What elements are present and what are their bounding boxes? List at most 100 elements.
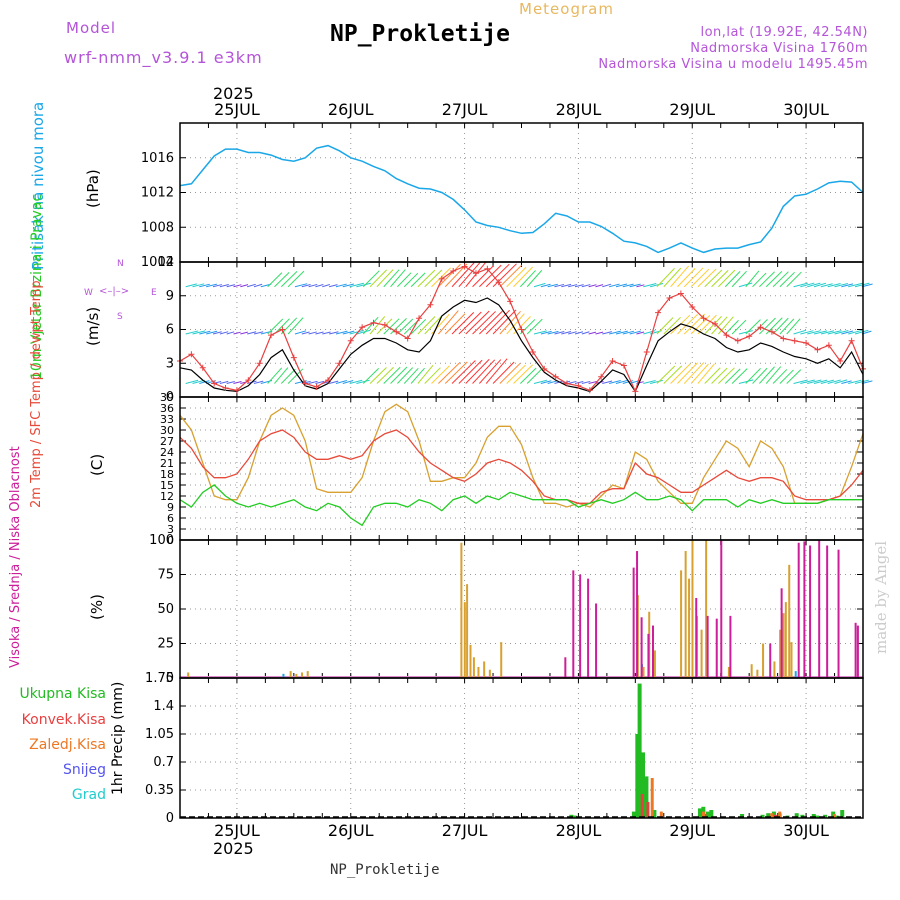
wind-arrow — [650, 379, 663, 384]
wind-arrow — [506, 266, 527, 288]
wind-arrow — [848, 329, 863, 335]
y-tick-label: 0 — [167, 534, 174, 547]
wind-arrow — [800, 282, 815, 288]
wind-arrow — [308, 380, 318, 384]
day-label-bottom: 25JUL — [214, 821, 260, 840]
wind-arrow — [711, 270, 729, 288]
precip-strat-bar — [770, 813, 774, 818]
wind-speed-marker — [461, 263, 468, 270]
wind-arrow — [602, 331, 612, 335]
y-tick-label: 100 — [149, 533, 174, 548]
wind-arrow — [390, 318, 407, 335]
wind-arrow — [595, 331, 604, 335]
wind-arrow — [656, 365, 676, 384]
wind-arrow — [362, 270, 380, 288]
wind-speed-marker — [825, 342, 832, 349]
wind-arrow — [848, 379, 862, 384]
wind-arrow — [772, 317, 789, 335]
wind-arrow — [677, 313, 698, 335]
wind-arrow — [779, 369, 794, 384]
wind-arrow — [390, 269, 406, 288]
y-tick-label: 50 — [157, 602, 174, 617]
day-label-top: 29JUL — [669, 100, 715, 119]
cloud-mid-bar — [642, 666, 645, 678]
cloud-low-bar — [720, 540, 723, 678]
wind-arrow — [417, 364, 434, 384]
cloud-mid-bar — [187, 672, 190, 678]
wind-arrow — [602, 283, 612, 288]
wind-speed-marker — [575, 382, 582, 389]
wind-speed-marker — [632, 388, 639, 395]
wind-arrow — [663, 267, 682, 288]
wind-arrow — [513, 364, 534, 384]
wind-speed-marker — [564, 380, 571, 387]
wind-arrow — [841, 330, 854, 335]
cloud-low-bar — [632, 567, 635, 678]
wind-speed-marker — [245, 377, 252, 384]
wind-arrow — [315, 284, 324, 288]
wind-arrow — [800, 379, 815, 384]
wind-arrow — [800, 330, 814, 335]
wind-arrow — [615, 283, 628, 288]
wind-speed-marker — [290, 354, 297, 361]
wind-arrow — [287, 270, 305, 288]
wind-speed-marker — [188, 351, 195, 358]
wind-arrow — [403, 272, 419, 288]
precip-total-bar — [840, 810, 845, 818]
cloud-low-bar — [651, 625, 654, 678]
wind-arrow — [731, 368, 748, 384]
wind-arrow — [185, 283, 197, 288]
wind-arrow — [752, 272, 767, 288]
wind-arrow — [485, 263, 510, 288]
wind-arrow — [280, 271, 298, 288]
wind-arrow — [199, 283, 210, 288]
wind-speed-marker — [404, 335, 411, 342]
wind-arrow — [526, 367, 544, 384]
model-elevation: Nadmorska Visina u modelu 1495.45m — [598, 57, 868, 72]
wind-arrow — [335, 380, 347, 384]
wind-speed-marker — [359, 324, 366, 331]
wind-arrow — [451, 312, 475, 335]
wind-arrow — [581, 331, 590, 335]
y-tick-label: 1012 — [141, 186, 174, 201]
wind-arrow — [854, 282, 870, 288]
wind-arrow — [656, 268, 675, 288]
wind-arrow — [397, 367, 414, 384]
wind-arrow — [280, 368, 296, 384]
wind-arrow — [711, 367, 728, 384]
wind-speed-marker — [324, 377, 331, 384]
elevation: Nadmorska Visina 1760m — [690, 41, 868, 56]
wind-arrow — [724, 368, 741, 384]
cloud-mid-bar — [782, 613, 785, 678]
cloud-low-bar — [769, 643, 772, 678]
wind-arrow — [834, 330, 849, 335]
wind-arrow — [813, 282, 827, 288]
cloud-low-bar — [572, 570, 575, 678]
precip-strat-bar — [778, 811, 782, 818]
cloud-mid-bar — [788, 564, 791, 678]
wind-arrow — [752, 367, 768, 384]
wind-arrow — [574, 284, 584, 288]
cloud-low-bar — [854, 622, 857, 678]
wind-arrow — [185, 330, 199, 335]
wind-arrow — [793, 379, 808, 384]
wind-arrow — [226, 381, 235, 384]
wind-arrow — [827, 330, 842, 335]
wind-speed-marker — [302, 380, 309, 387]
y-tick-label: 1008 — [141, 220, 174, 235]
y-tick-label: 1.75 — [145, 671, 174, 686]
wind-arrow — [438, 310, 459, 335]
precip-total-bar — [644, 776, 649, 818]
cloud-high-bar — [794, 671, 797, 678]
wind-arrow — [451, 360, 476, 384]
compass-e: E — [151, 288, 157, 298]
wind-arrow — [574, 380, 584, 384]
precip-total-bar — [631, 811, 636, 818]
wind-arrow — [274, 318, 290, 335]
precip-conv-bar — [646, 802, 650, 818]
wind-arrow — [506, 364, 526, 384]
wind-arrow — [417, 269, 436, 288]
wind-arrow — [390, 366, 408, 384]
wind-arrow — [683, 313, 706, 335]
wind-arrow — [499, 311, 521, 335]
